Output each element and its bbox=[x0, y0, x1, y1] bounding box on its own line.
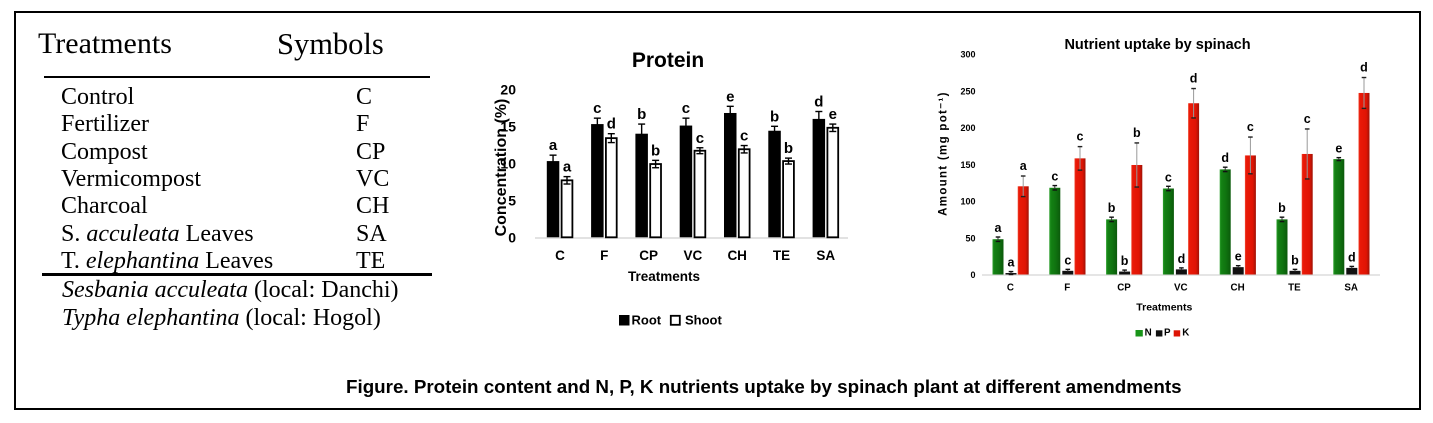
svg-text:b: b bbox=[1121, 254, 1129, 268]
svg-text:Root: Root bbox=[632, 313, 662, 328]
svg-text:c: c bbox=[1165, 170, 1172, 184]
svg-text:c: c bbox=[1064, 253, 1071, 267]
svg-text:SA: SA bbox=[816, 248, 835, 263]
svg-text:CH: CH bbox=[1231, 283, 1245, 294]
svg-text:c: c bbox=[740, 128, 748, 145]
svg-text:c: c bbox=[1247, 120, 1254, 134]
svg-text:Nutrient uptake by spinach: Nutrient uptake by spinach bbox=[1064, 37, 1250, 53]
svg-text:P: P bbox=[1164, 327, 1171, 338]
svg-text:0: 0 bbox=[970, 270, 975, 280]
svg-text:F: F bbox=[1064, 283, 1070, 294]
svg-text:e: e bbox=[1235, 250, 1242, 264]
svg-text:Amount (mg pot⁻¹): Amount (mg pot⁻¹) bbox=[938, 91, 950, 216]
svg-text:300: 300 bbox=[960, 50, 975, 60]
svg-text:d: d bbox=[1348, 250, 1356, 264]
svg-text:10: 10 bbox=[500, 155, 516, 171]
svg-text:b: b bbox=[1278, 201, 1286, 215]
svg-text:TE: TE bbox=[773, 248, 790, 263]
svg-text:C: C bbox=[555, 248, 565, 263]
svg-text:c: c bbox=[593, 100, 601, 117]
svg-text:d: d bbox=[1360, 61, 1368, 75]
svg-text:K: K bbox=[1182, 327, 1189, 338]
svg-text:N: N bbox=[1145, 327, 1152, 338]
svg-text:250: 250 bbox=[960, 86, 975, 96]
svg-text:d: d bbox=[814, 94, 823, 111]
svg-text:CH: CH bbox=[727, 248, 747, 263]
svg-text:Treatments: Treatments bbox=[628, 269, 700, 284]
svg-text:b: b bbox=[1291, 253, 1299, 267]
svg-text:a: a bbox=[1008, 256, 1016, 270]
svg-text:F: F bbox=[600, 248, 608, 263]
svg-text:50: 50 bbox=[965, 233, 975, 243]
svg-text:CP: CP bbox=[639, 248, 658, 263]
svg-text:b: b bbox=[1133, 126, 1141, 140]
svg-text:15: 15 bbox=[500, 118, 516, 134]
svg-text:C: C bbox=[1007, 283, 1014, 294]
svg-text:a: a bbox=[549, 137, 558, 154]
svg-text:Protein: Protein bbox=[632, 49, 704, 72]
svg-text:0: 0 bbox=[508, 229, 516, 245]
svg-text:c: c bbox=[696, 130, 704, 147]
svg-text:d: d bbox=[1221, 151, 1229, 165]
svg-text:c: c bbox=[1304, 112, 1311, 126]
svg-text:VC: VC bbox=[1174, 283, 1188, 294]
svg-text:Concentration (%): Concentration (%) bbox=[493, 99, 510, 237]
svg-text:20: 20 bbox=[500, 81, 516, 97]
svg-text:Treatments: Treatments bbox=[1136, 302, 1192, 314]
svg-text:e: e bbox=[726, 88, 734, 105]
svg-text:c: c bbox=[1077, 130, 1084, 144]
svg-text:b: b bbox=[637, 106, 646, 123]
svg-text:b: b bbox=[770, 108, 779, 125]
svg-text:b: b bbox=[784, 140, 793, 157]
svg-text:5: 5 bbox=[508, 192, 516, 208]
svg-text:c: c bbox=[1051, 170, 1058, 184]
svg-text:d: d bbox=[1178, 252, 1186, 266]
svg-text:VC: VC bbox=[684, 248, 703, 263]
svg-text:SA: SA bbox=[1344, 283, 1358, 294]
svg-text:150: 150 bbox=[960, 160, 975, 170]
svg-text:a: a bbox=[995, 221, 1003, 235]
svg-text:TE: TE bbox=[1288, 283, 1301, 294]
svg-text:b: b bbox=[1108, 201, 1116, 215]
svg-text:CP: CP bbox=[1117, 283, 1131, 294]
svg-text:d: d bbox=[1190, 72, 1198, 86]
svg-text:e: e bbox=[829, 106, 837, 123]
svg-text:a: a bbox=[563, 159, 572, 176]
svg-text:d: d bbox=[607, 116, 616, 133]
svg-text:100: 100 bbox=[960, 197, 975, 207]
svg-text:Shoot: Shoot bbox=[685, 313, 722, 328]
svg-text:c: c bbox=[682, 100, 690, 117]
svg-text:200: 200 bbox=[960, 123, 975, 133]
svg-text:e: e bbox=[1335, 142, 1342, 156]
svg-text:b: b bbox=[651, 142, 660, 159]
svg-text:a: a bbox=[1020, 159, 1028, 173]
